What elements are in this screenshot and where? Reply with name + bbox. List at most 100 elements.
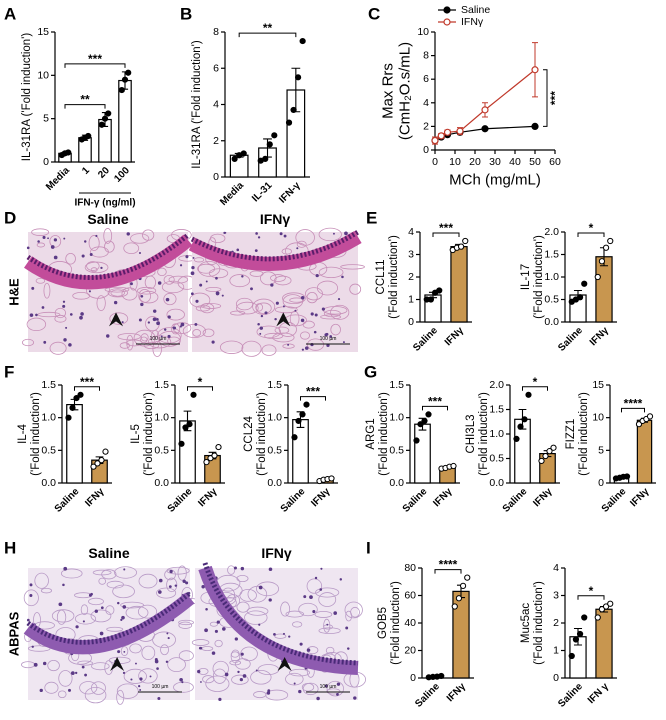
tissue-cell [236, 301, 259, 315]
data-point [456, 127, 464, 135]
tissue-cell [323, 618, 331, 633]
tissue-cell [90, 609, 112, 623]
epithelium [23, 592, 195, 655]
tissue-cell [200, 303, 222, 309]
epithelium-edge [26, 591, 192, 645]
data-point [271, 132, 278, 139]
tissue-cell [289, 297, 304, 303]
tissue-cell [236, 574, 249, 583]
tissue-cell [80, 604, 89, 616]
nucleus [336, 682, 341, 686]
tissue-cell [202, 328, 215, 338]
tissue-cell [340, 264, 365, 270]
tissue-cell [44, 681, 59, 694]
nucleus [275, 301, 279, 305]
nucleus [157, 281, 162, 285]
nucleus [53, 255, 58, 260]
tissue-cell [86, 261, 100, 271]
significance-label: **** [624, 396, 643, 410]
x-tick-label: 10 [449, 156, 461, 168]
tissue-cell [27, 645, 51, 652]
tissue-cell [189, 292, 211, 308]
data-point [290, 106, 297, 114]
data-point [295, 74, 302, 81]
tissue-cell [123, 668, 147, 684]
data-point [464, 574, 471, 581]
nucleus [163, 328, 167, 331]
nucleus [155, 317, 159, 321]
nucleus [166, 632, 169, 635]
nucleus [333, 611, 338, 615]
significance-bracket [432, 232, 460, 237]
nucleus [270, 283, 274, 287]
nucleus [200, 681, 202, 683]
tissue-cell [285, 672, 304, 686]
tissue-cell [274, 306, 298, 314]
y-axis-label: Muc5ac [520, 603, 532, 644]
nucleus [113, 300, 118, 305]
nucleus [35, 313, 38, 317]
nucleus [242, 674, 247, 678]
tissue-cell [125, 605, 149, 620]
nucleus [268, 598, 272, 602]
tissue-cell [330, 323, 341, 336]
data-point [291, 434, 298, 441]
nucleus [70, 671, 75, 675]
data-point [581, 614, 588, 621]
nucleus [254, 249, 258, 253]
tissue-cell [178, 650, 194, 662]
nucleus [303, 595, 307, 599]
nucleus [160, 335, 163, 338]
nucleus [69, 313, 73, 316]
tissue-cell [120, 601, 145, 609]
nucleus [237, 670, 240, 674]
x-tick-label: Saline [413, 681, 442, 710]
tissue-cell [291, 621, 303, 628]
bar [595, 256, 613, 323]
tissue-cell [255, 303, 264, 312]
nucleus [138, 318, 142, 322]
nucleus [53, 238, 58, 242]
nucleus [100, 266, 103, 270]
nucleus [63, 566, 68, 571]
nucleus [84, 673, 87, 677]
y-tick-label: 10 [37, 69, 49, 81]
nucleus [65, 326, 68, 329]
tissue-cell [247, 585, 268, 603]
data-point [203, 458, 210, 466]
significance-bracket [187, 386, 213, 391]
x-tick-label: Saline [501, 486, 530, 515]
data-point [594, 614, 601, 621]
data-point [65, 149, 72, 156]
tissue-cell [314, 610, 333, 618]
y-axis-label: ('Fold induction') [478, 392, 490, 476]
tissue-cell [244, 610, 268, 625]
tissue-cell [56, 609, 67, 625]
tissue-cell [163, 274, 175, 285]
y-axis-label: ('Fold induction') [390, 581, 402, 665]
y-tick-label: 0 [213, 171, 219, 183]
y-tick-label: 1.5 [544, 249, 559, 261]
nucleus [224, 672, 229, 677]
y-tick-label: 0 [43, 156, 49, 168]
tissue-cell [106, 626, 124, 632]
tissue-cell [208, 268, 229, 279]
arrowhead [276, 312, 291, 327]
data-point [303, 401, 310, 408]
nucleus [221, 294, 224, 297]
x-tick-label: Saline [53, 486, 82, 515]
y-tick-label: 1.0 [41, 412, 56, 424]
panel-letter: C [368, 5, 380, 24]
nucleus [37, 240, 40, 243]
nucleus [122, 671, 126, 674]
tissue-cell [236, 601, 250, 613]
tissue-cell [219, 340, 244, 354]
epithelium [188, 230, 362, 271]
data-point [85, 132, 92, 140]
y-tick-label: 0.5 [389, 444, 404, 456]
tissue-cell [60, 568, 83, 579]
tissue-cell [112, 584, 135, 599]
histology-image: 100 µm [21, 565, 200, 705]
x-tick-label: Saline [556, 681, 585, 710]
